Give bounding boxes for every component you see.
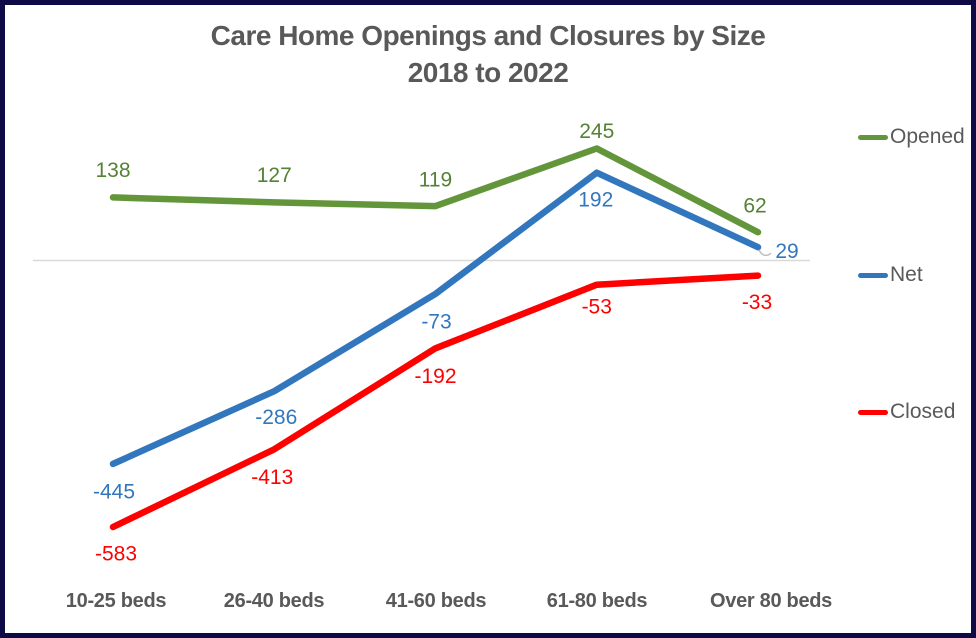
x-axis-label-1: 26-40 beds bbox=[224, 590, 325, 612]
data-label-net-0: -445 bbox=[93, 480, 135, 503]
x-axis-label-2: 41-60 beds bbox=[386, 590, 487, 612]
data-label-closed-3: -53 bbox=[582, 295, 612, 318]
line-chart-plot-area: 138 127 119 245 62 -445 -286 -73 192 29 -583 -413 -1… bbox=[33, 120, 832, 612]
data-label-closed-0: -583 bbox=[95, 543, 137, 566]
chart-title-line1: Care Home Openings and Closures by Size bbox=[210, 20, 766, 51]
net-line bbox=[109, 169, 762, 468]
opened-line bbox=[109, 145, 762, 236]
data-label-net-1: -286 bbox=[255, 406, 297, 429]
data-label-opened-2: 119 bbox=[419, 169, 452, 192]
data-label-closed-4: -33 bbox=[742, 291, 772, 314]
data-label-opened-0: 138 bbox=[95, 159, 130, 182]
x-axis-label-0: 10-25 beds bbox=[66, 590, 167, 612]
data-label-opened-3: 245 bbox=[579, 120, 614, 143]
data-label-opened-4: 62 bbox=[743, 195, 766, 218]
data-label-net-2: -73 bbox=[421, 310, 451, 333]
data-label-closed-1: -413 bbox=[251, 466, 293, 489]
x-axis-label-4: Over 80 beds bbox=[710, 590, 832, 612]
chart-title: Care Home Openings and Closures by Size … bbox=[5, 17, 971, 91]
x-axis-label-3: 61-80 beds bbox=[547, 590, 648, 612]
net-label-leader-line bbox=[758, 249, 772, 257]
data-label-net-3: 192 bbox=[578, 188, 613, 211]
data-label-net-4: 29 bbox=[775, 240, 798, 263]
data-label-closed-2: -192 bbox=[414, 365, 456, 388]
chart-title-line2: 2018 to 2022 bbox=[407, 57, 569, 88]
closed-line bbox=[109, 272, 762, 531]
data-label-opened-1: 127 bbox=[257, 164, 292, 187]
